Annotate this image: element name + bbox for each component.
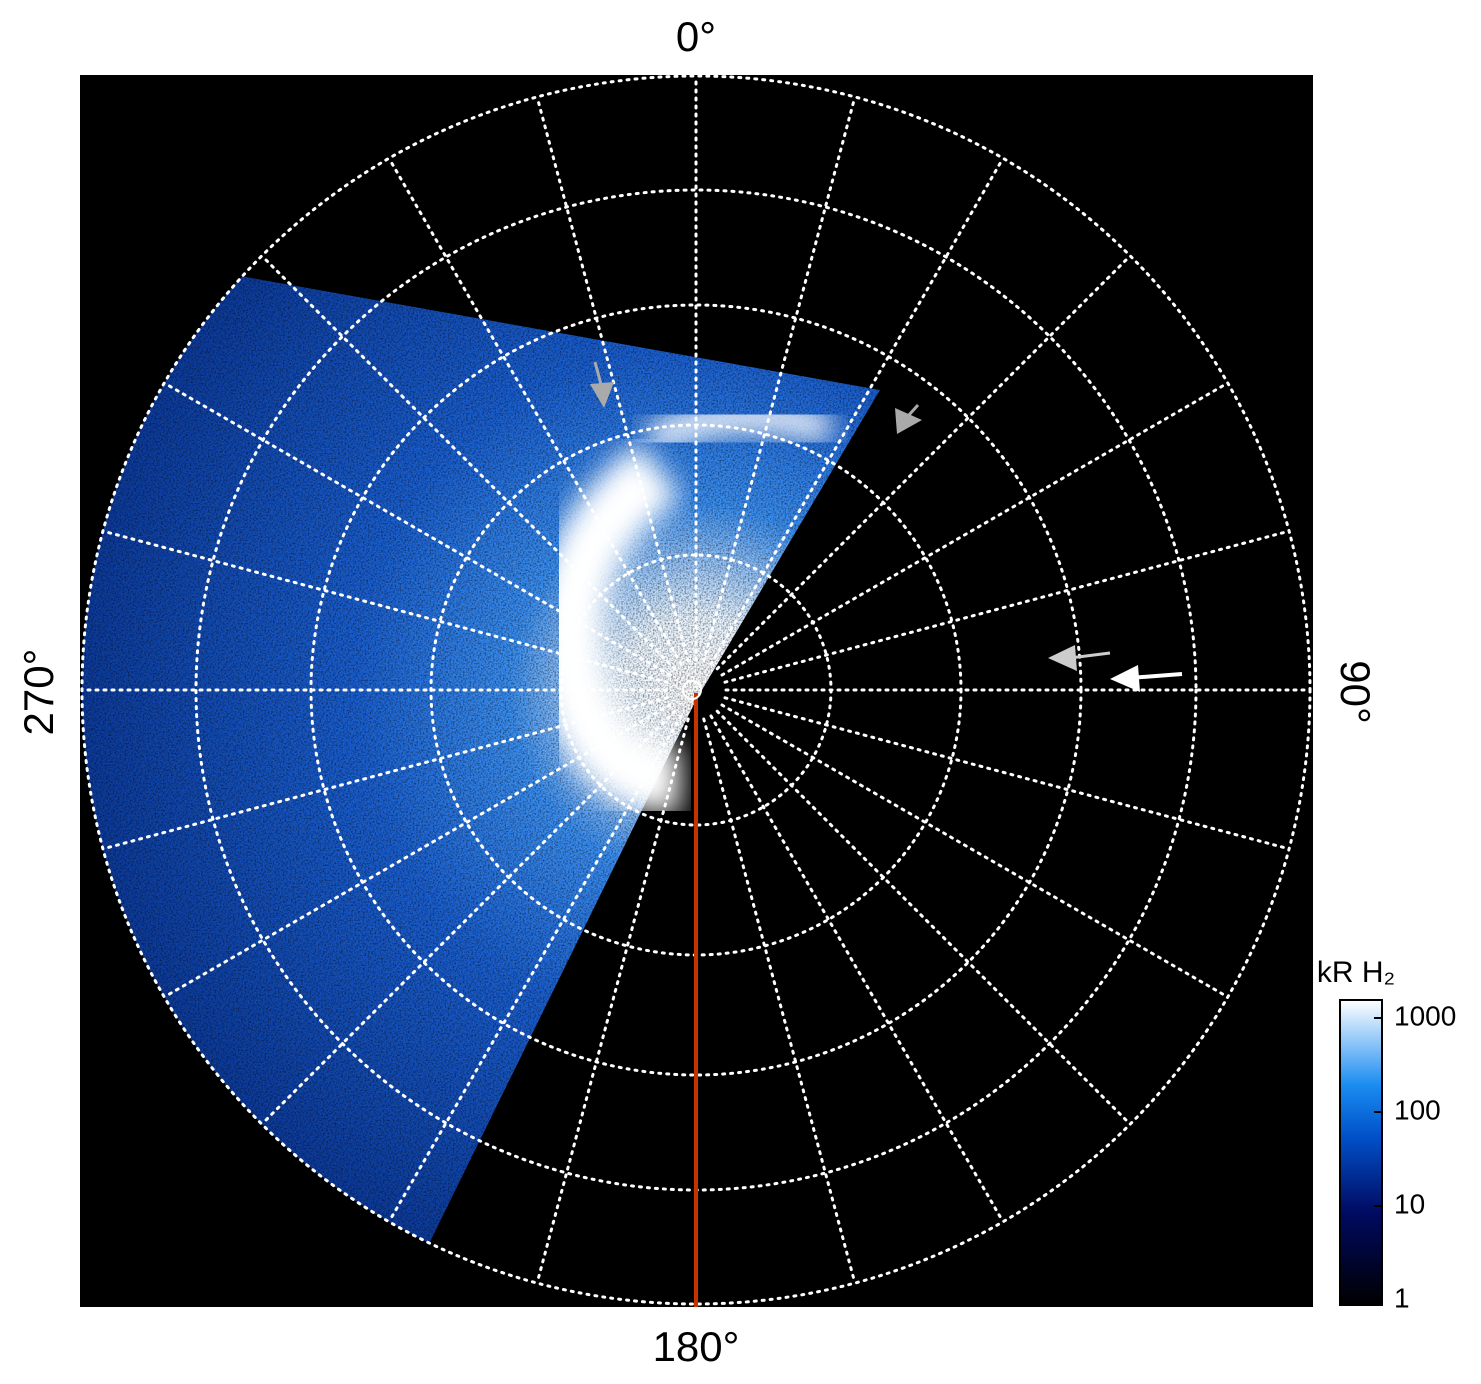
emission — [82, 276, 880, 1250]
arrows — [590, 361, 1183, 692]
angle-label-right: 90° — [1332, 660, 1379, 724]
colorbar-tick-label: 10 — [1394, 1188, 1425, 1219]
grid-circle — [80, 74, 1312, 1306]
colorbar-ticks: 1 10 100 1000 — [1374, 1000, 1456, 1313]
grid-spoke — [720, 381, 1230, 677]
colorbar-tick-label: 1 — [1394, 1282, 1410, 1313]
colorbar — [1339, 999, 1383, 1306]
grid-spoke — [715, 709, 1132, 1126]
grid-spoke — [387, 714, 683, 1224]
grid-spoke — [723, 696, 1291, 851]
grid-spoke — [162, 703, 672, 999]
colorbar-title: kR H₂ — [1317, 956, 1395, 989]
grid-spoke — [709, 714, 1005, 1224]
grid-spoke — [101, 529, 669, 684]
grid-spoke — [709, 156, 1005, 666]
angle-label-bottom: 180° — [653, 1323, 740, 1370]
angle-label-left: 270° — [15, 649, 62, 736]
pole-marker — [682, 680, 702, 700]
grid-spoke — [702, 95, 857, 663]
grid-spoke — [101, 696, 669, 851]
grid-spoke — [702, 717, 857, 1285]
grid-spoke — [535, 717, 690, 1285]
colorbar-tick-label: 1000 — [1394, 1000, 1456, 1031]
grid-spoke — [162, 381, 672, 677]
grid-spoke — [260, 709, 677, 1126]
angle-label-top: 0° — [676, 13, 716, 60]
grid-spoke — [387, 156, 683, 666]
colorbar-tick-label: 100 — [1394, 1094, 1441, 1125]
grid-spoke — [720, 703, 1230, 999]
grid-spoke — [260, 254, 677, 671]
grid-spoke — [715, 254, 1132, 671]
grid-spoke — [535, 95, 690, 663]
grid-spoke — [723, 529, 1291, 684]
